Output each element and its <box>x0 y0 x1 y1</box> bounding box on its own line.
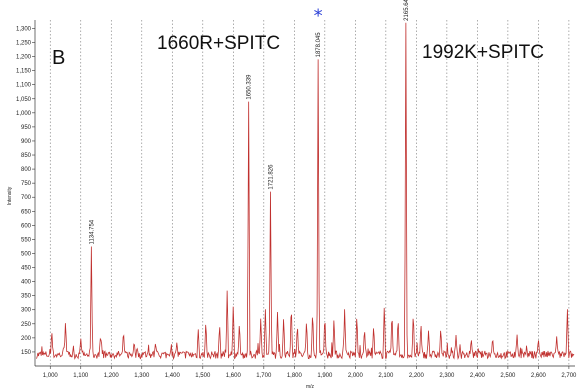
peak-star-marker: * <box>314 5 323 26</box>
y-tick-label: 550 <box>21 237 32 243</box>
x-tick-label: 1,200 <box>104 373 120 379</box>
y-tick-label: 750 <box>21 181 32 187</box>
spectrum-series-line <box>36 22 575 361</box>
x-tick-label: 2,600 <box>531 373 547 379</box>
panel-letter: B <box>52 47 65 69</box>
y-tick-label: 900 <box>21 139 32 145</box>
y-tick-label: 350 <box>21 294 32 300</box>
y-tick-label: 850 <box>21 153 32 159</box>
peak-label: 1721.826 <box>268 164 274 190</box>
y-tick-label: 1,000 <box>16 111 32 117</box>
y-tick-label: 1,250 <box>16 41 32 47</box>
x-tick-label: 1,400 <box>165 373 181 379</box>
y-tick-label: 300 <box>21 308 32 314</box>
y-tick-label: 800 <box>21 167 32 173</box>
y-tick-label: 400 <box>21 280 32 286</box>
x-tick-label: 2,700 <box>561 373 577 379</box>
y-tick-label: 1,300 <box>16 26 32 32</box>
peak-label: 2165.642 <box>404 0 410 21</box>
annotation-1660r: 1660R+SPITC <box>157 33 280 54</box>
y-tick-label: 200 <box>21 336 32 342</box>
x-tick-label: 1,100 <box>73 373 89 379</box>
x-tick-label: 1,300 <box>134 373 150 379</box>
y-tick-label: 950 <box>21 125 32 131</box>
y-tick-label: 1,100 <box>16 83 32 89</box>
annotation-1992k: 1992K+SPITC <box>422 42 544 63</box>
y-tick-label: 1,200 <box>16 55 32 61</box>
y-tick-label: 150 <box>21 350 32 356</box>
x-tick-label: 1,800 <box>287 373 303 379</box>
y-tick-label: 500 <box>21 251 32 257</box>
y-tick-label: 1,050 <box>16 97 32 103</box>
peak-label: 1650.339 <box>247 74 253 100</box>
x-tick-label: 2,300 <box>439 373 455 379</box>
x-tick-label: 1,000 <box>43 373 59 379</box>
x-tick-label: 2,400 <box>470 373 486 379</box>
x-tick-label: 1,600 <box>226 373 242 379</box>
x-tick-label: 1,900 <box>317 373 333 379</box>
axes <box>34 20 575 367</box>
y-tick-label: 600 <box>21 223 32 229</box>
peak-label: 1134.754 <box>89 219 95 244</box>
x-tick-label: 2,000 <box>348 373 364 379</box>
peak-labels: 1134.754 1650.339 1721.826 1878.045 2165.642 <box>89 0 410 244</box>
x-tick-label: 2,100 <box>378 373 394 379</box>
x-axis-title: m/z <box>306 384 315 390</box>
y-axis-ticks: 150 200 250 300 350 400 450 500 550 600 650 700 750 8… <box>16 26 35 356</box>
y-tick-label: 1,150 <box>16 69 32 75</box>
y-axis-title: Intensity <box>7 186 13 205</box>
x-tick-label: 1,700 <box>256 373 272 379</box>
x-tick-label: 1,500 <box>195 373 211 379</box>
y-tick-label: 250 <box>21 322 32 328</box>
y-tick-label: 650 <box>21 209 32 215</box>
y-tick-label: 700 <box>21 195 32 201</box>
peak-stars: ** <box>314 5 323 26</box>
y-tick-label: 450 <box>21 266 32 272</box>
x-tick-label: 2,200 <box>409 373 425 379</box>
peak-label: 1878.045 <box>316 32 322 58</box>
x-axis-ticks: 1,000 1,100 1,200 1,300 1,400 1,500 1,600 1,700… <box>43 366 577 379</box>
vertical-grid <box>49 20 570 366</box>
x-tick-label: 2,500 <box>500 373 516 379</box>
